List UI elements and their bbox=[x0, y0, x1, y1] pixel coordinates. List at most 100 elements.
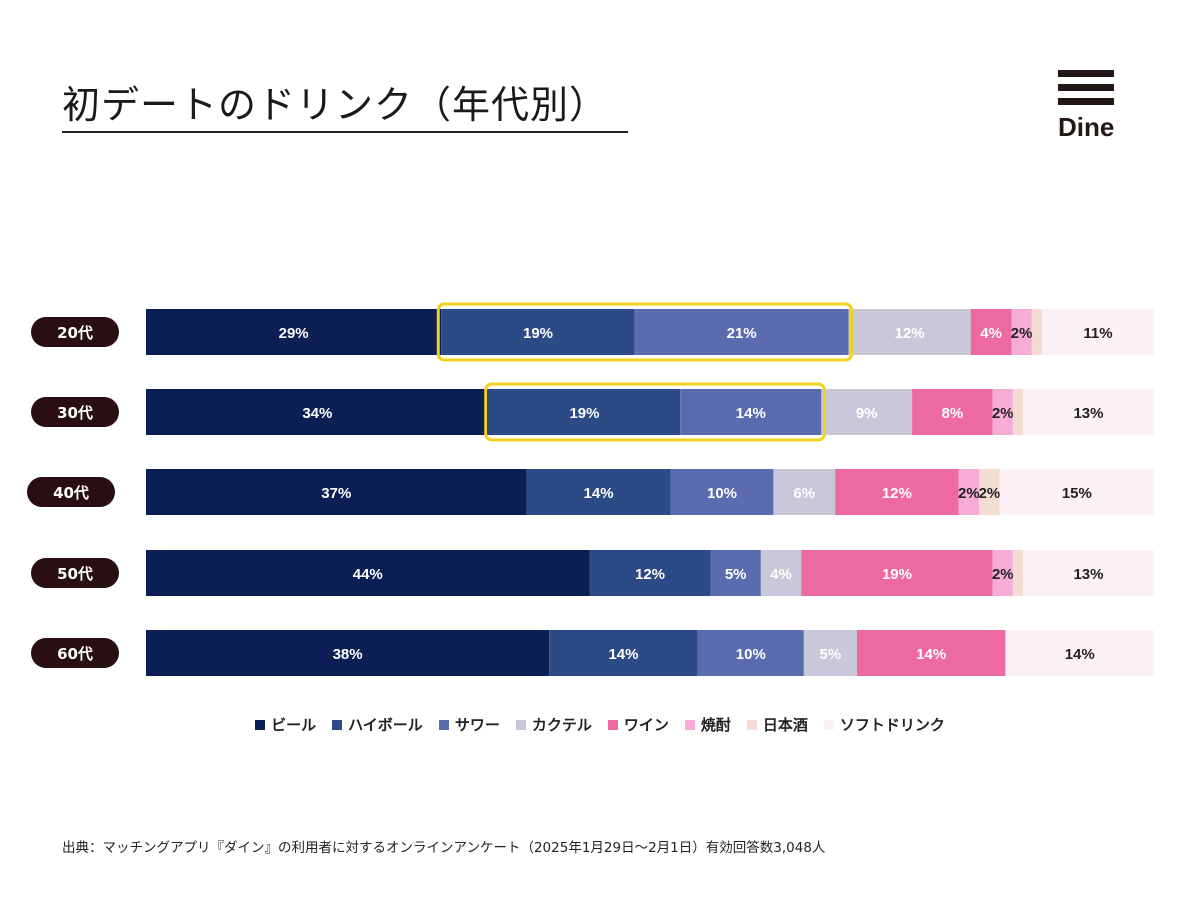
data-label: 4% bbox=[980, 325, 1002, 342]
dine-logo: Dine bbox=[1058, 70, 1118, 143]
legend-swatch-icon bbox=[438, 719, 449, 730]
data-label: 14% bbox=[584, 485, 614, 502]
bar-segment bbox=[999, 469, 1154, 515]
legend-item: ハイボール bbox=[332, 714, 423, 735]
legend-label: ソフトドリンク bbox=[839, 716, 945, 734]
highlight-box bbox=[436, 302, 854, 362]
source-note: 出典：マッチングアプリ『ダイン』の利用者に対するオンラインアンケート（2025年… bbox=[62, 840, 826, 856]
data-label: 34% bbox=[302, 405, 332, 422]
category-badge bbox=[27, 477, 115, 507]
data-label: 14% bbox=[1065, 646, 1095, 663]
bar-segment bbox=[697, 630, 804, 676]
legend-swatch-icon bbox=[332, 719, 343, 730]
logo-line-icon bbox=[1058, 70, 1114, 77]
data-label: 2% bbox=[1011, 325, 1033, 342]
bar-segment bbox=[670, 469, 774, 515]
category-label: 50代 bbox=[57, 565, 93, 583]
bar-segment bbox=[146, 550, 590, 596]
data-label: 19% bbox=[523, 325, 553, 342]
legend-swatch-icon bbox=[255, 719, 266, 730]
bar-segment bbox=[441, 309, 635, 355]
bar-segment bbox=[1005, 630, 1154, 676]
bar-segment bbox=[760, 550, 802, 596]
category-badge bbox=[31, 397, 119, 427]
data-label: 11% bbox=[1083, 325, 1112, 342]
data-label: 6% bbox=[793, 485, 815, 502]
legend-item: カクテル bbox=[515, 714, 592, 735]
category-label: 60代 bbox=[57, 645, 93, 663]
data-label: 2% bbox=[958, 485, 980, 502]
bar-segment bbox=[146, 630, 550, 676]
data-label: 8% bbox=[942, 405, 964, 422]
legend-label: 日本酒 bbox=[762, 716, 808, 734]
bar-segment bbox=[549, 630, 698, 676]
bar-segment bbox=[821, 389, 913, 435]
bar-segment bbox=[1031, 309, 1042, 355]
legend-swatch-icon bbox=[607, 719, 618, 730]
data-label: 9% bbox=[856, 405, 878, 422]
bar-segment bbox=[856, 630, 1006, 676]
data-label: 44% bbox=[353, 566, 383, 583]
data-label: 19% bbox=[882, 566, 912, 583]
legend-item: ソフトドリンク bbox=[823, 714, 945, 735]
bar-segment bbox=[589, 550, 711, 596]
category-badge bbox=[31, 558, 119, 588]
bar-segment bbox=[970, 309, 1012, 355]
bar-segment bbox=[848, 309, 971, 355]
legend-item: サワー bbox=[438, 714, 500, 735]
bar-segment bbox=[835, 469, 959, 515]
chart-legend: ビール ハイボール サワー カクテル ワイン 焼酎 日本酒 ソフトドリンク bbox=[0, 714, 1200, 735]
data-label: 2% bbox=[992, 405, 1014, 422]
data-label: 2% bbox=[992, 566, 1014, 583]
data-label: 5% bbox=[725, 566, 747, 583]
legend-swatch-icon bbox=[684, 719, 695, 730]
data-label: 12% bbox=[895, 325, 925, 342]
page-title: 初デートのドリンク（年代別） bbox=[62, 74, 629, 133]
legend-label: サワー bbox=[454, 716, 500, 734]
data-label: 4% bbox=[770, 566, 792, 583]
bar-segment bbox=[912, 389, 993, 435]
legend-swatch-icon bbox=[823, 719, 834, 730]
data-label: 15% bbox=[1062, 485, 1092, 502]
legend-label: ビール bbox=[271, 716, 317, 734]
bar-segment bbox=[1022, 389, 1154, 435]
bar-segment bbox=[488, 389, 681, 435]
data-label: 12% bbox=[635, 566, 665, 583]
data-label: 13% bbox=[1073, 405, 1103, 422]
bar-segment bbox=[526, 469, 671, 515]
data-label: 5% bbox=[820, 646, 842, 663]
bar-segment bbox=[146, 389, 489, 435]
data-label: 2% bbox=[979, 485, 1001, 502]
category-label: 30代 bbox=[57, 404, 93, 422]
data-label: 14% bbox=[916, 646, 946, 663]
category-badge bbox=[31, 638, 119, 668]
bar-segment bbox=[1012, 550, 1023, 596]
legend-label: 焼酎 bbox=[700, 716, 731, 734]
data-label: 19% bbox=[569, 405, 599, 422]
category-label: 20代 bbox=[57, 324, 93, 342]
data-label: 10% bbox=[707, 485, 737, 502]
bar-segment bbox=[146, 469, 527, 515]
data-label: 14% bbox=[608, 646, 638, 663]
category-badge bbox=[31, 317, 119, 347]
data-label: 29% bbox=[279, 325, 309, 342]
bar-segment bbox=[803, 630, 857, 676]
bar-segment bbox=[958, 469, 980, 515]
data-label: 13% bbox=[1073, 566, 1103, 583]
bar-segment bbox=[1042, 309, 1154, 355]
legend-swatch-icon bbox=[746, 719, 757, 730]
legend-item: ビール bbox=[255, 714, 316, 735]
legend-item: 日本酒 bbox=[746, 714, 808, 735]
bar-segment bbox=[801, 550, 993, 596]
data-label: 10% bbox=[736, 646, 766, 663]
bar-segment bbox=[710, 550, 761, 596]
legend-label: ハイボール bbox=[348, 716, 423, 734]
highlight-box bbox=[484, 382, 826, 442]
bar-segment bbox=[1011, 309, 1032, 355]
legend-label: カクテル bbox=[531, 716, 592, 734]
legend-label: ワイン bbox=[623, 716, 669, 734]
data-label: 38% bbox=[333, 646, 363, 663]
data-label: 14% bbox=[736, 405, 766, 422]
logo-text: Dine bbox=[1058, 112, 1115, 142]
